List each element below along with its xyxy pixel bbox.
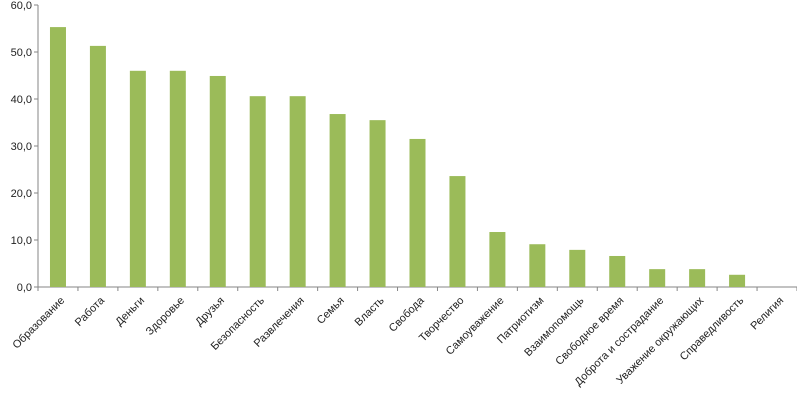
x-tick-label: Здоровье: [144, 295, 187, 338]
bar: [369, 120, 386, 288]
x-tick-label: Свободное время: [553, 295, 626, 368]
x-tick-label: Семья: [315, 295, 347, 327]
x-tick-label: Работа: [73, 294, 108, 329]
y-tick-label: 40,0: [11, 94, 32, 106]
x-tick-label: Образование: [10, 295, 67, 352]
y-tick-label: 60,0: [11, 0, 32, 12]
y-tick-label: 50,0: [11, 47, 32, 59]
bar: [649, 269, 666, 287]
x-tick-label: Деньги: [113, 295, 147, 329]
bar: [289, 96, 306, 288]
x-tick-label: Религия: [749, 295, 787, 333]
bar: [489, 232, 506, 287]
bar: [409, 138, 426, 287]
y-tick-label: 30,0: [11, 141, 32, 153]
bar: [729, 274, 746, 287]
bar: [689, 269, 706, 287]
bar: [129, 70, 146, 287]
bar: [609, 255, 626, 287]
bar: [209, 75, 226, 287]
bar: [329, 114, 346, 287]
bar: [249, 96, 266, 288]
y-tick-label: 20,0: [11, 188, 32, 200]
y-tick-label: 0,0: [17, 282, 32, 294]
x-tick-label: Друзья: [193, 295, 227, 329]
x-tick-label: Власть: [353, 295, 387, 329]
bar: [49, 27, 66, 288]
bar: [89, 45, 106, 287]
y-tick-label: 10,0: [11, 235, 32, 247]
bar: [169, 70, 186, 287]
x-tick-label: Свобода: [387, 294, 428, 335]
bar: [449, 176, 466, 287]
bar: [569, 249, 586, 287]
bar: [529, 244, 546, 287]
